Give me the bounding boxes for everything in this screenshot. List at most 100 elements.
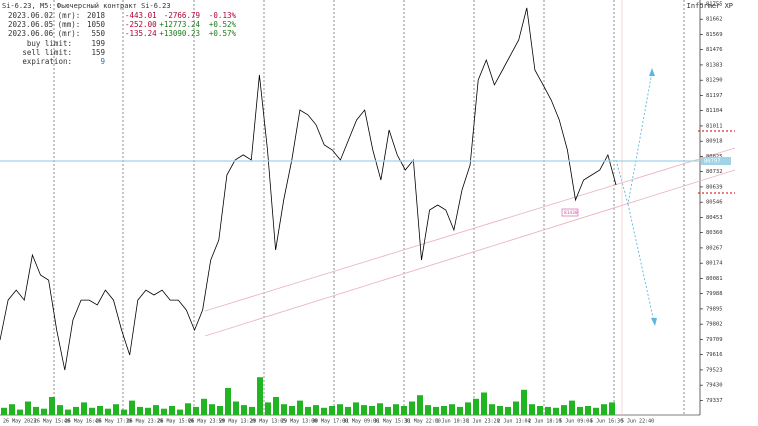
volume-bar (289, 406, 295, 415)
volume-bar (305, 406, 311, 415)
stat-cell: 2023.06.05 (mm): (8, 20, 80, 29)
x-tick-label: 26 May 2023 (3, 419, 36, 425)
y-tick-label: 80918 (706, 139, 723, 145)
volume-bar (481, 392, 487, 415)
y-tick-label: 80360 (706, 230, 723, 236)
stat-cell: 2018 (87, 11, 106, 20)
volume-bar (121, 409, 127, 415)
y-tick-label: 81197 (706, 93, 723, 99)
y-tick-label: 79802 (706, 322, 723, 328)
volume-bar (569, 400, 575, 415)
x-tick-label: 2 Jun 13:04 (497, 419, 530, 425)
volume-bar (561, 405, 567, 415)
y-tick-label: 79895 (706, 306, 723, 312)
limit-cell: sell limit: (22, 48, 72, 57)
volume-bar (41, 408, 47, 415)
stat-cell: -135.24 (125, 29, 157, 38)
volume-bar (129, 400, 135, 415)
arrow-head (649, 68, 655, 76)
channel-line (204, 147, 736, 312)
y-tick-label: 81569 (706, 32, 723, 38)
price-line (0, 7, 617, 371)
y-tick-label: 80267 (706, 245, 723, 251)
x-tick-label: 26 May 23:20 (127, 419, 163, 425)
volume-bar (449, 404, 455, 415)
volume-bar (545, 406, 551, 415)
limit-cell: expiration: (22, 57, 72, 66)
chart-title: Si-6.23, M5: Фьючерсный контракт Si-6.23 (2, 2, 171, 10)
volume-bar (249, 406, 255, 415)
volume-bar (65, 409, 71, 415)
y-tick-label: 79709 (706, 337, 723, 343)
volume-bar (265, 402, 271, 415)
volume-bar (505, 406, 511, 415)
volume-bar (385, 406, 391, 415)
volume-bar (457, 406, 463, 415)
volume-bar (601, 404, 607, 415)
x-tick-label: 5 Jun 09:04 (559, 419, 592, 425)
volume-bar (313, 405, 319, 415)
volume-bar (497, 406, 503, 415)
volume-bar (513, 401, 519, 415)
marker-label: 81430 (564, 210, 578, 216)
volume-bar (153, 405, 159, 415)
y-tick-label: 80453 (706, 215, 723, 221)
x-tick-label: 31 May 22:00 (405, 419, 441, 425)
y-tick-label: 80732 (706, 169, 723, 175)
volume-bar (329, 406, 335, 415)
stat-cell: 2023.06.02 (mr): (8, 11, 80, 20)
volume-bar (145, 407, 151, 415)
x-tick-label: 26 May 17:30 (96, 419, 132, 425)
volume-bar (161, 408, 167, 415)
volume-bar (17, 409, 23, 415)
x-tick-label: 29 May 13:00 (281, 419, 317, 425)
volume-bar (537, 406, 543, 415)
informer-label: Informer XP (687, 2, 733, 10)
arrow-head (651, 318, 657, 326)
y-tick-label: 81755 (706, 1, 723, 7)
volume-bar (337, 404, 343, 415)
stat-cell: 1050 (87, 20, 106, 29)
volume-bar (201, 398, 207, 415)
stat-cell: -443.01 (125, 11, 157, 20)
volume-bar (425, 405, 431, 415)
volume-bar (409, 401, 415, 415)
volume-bar (209, 404, 215, 415)
y-tick-label: 81104 (706, 108, 723, 114)
volume-bar (441, 406, 447, 415)
forecast-arrow (627, 203, 655, 323)
y-tick-label: 81290 (706, 78, 723, 84)
stat-cell: -0.13% (209, 11, 237, 20)
x-tick-label: 29 May 13:20 (219, 419, 255, 425)
volume-bar (89, 407, 95, 415)
y-tick-label: 79523 (706, 367, 723, 373)
volume-bar (169, 406, 175, 415)
marker-box (561, 208, 579, 217)
volume-bar (33, 406, 39, 415)
volume-bar (25, 401, 31, 415)
bid-tag (701, 157, 731, 166)
volume-bar (233, 401, 239, 415)
volume-bar (489, 404, 495, 415)
y-tick-label: 80174 (706, 261, 723, 267)
x-tick-label: 31 May 15:30 (374, 419, 410, 425)
x-tick-label: 26 May 16:40 (65, 419, 101, 425)
y-tick-label: 79616 (706, 352, 723, 358)
volume-bar (393, 404, 399, 415)
volume-bar (401, 406, 407, 415)
x-tick-label: 30 May 17:00 (312, 419, 348, 425)
stat-cell: +12773.24 (159, 20, 200, 29)
limit-cell: buy limit: (27, 39, 72, 48)
volume-bar (297, 400, 303, 415)
volume-bar (417, 395, 423, 415)
stat-cell: 2023.06.06 (mr): (8, 29, 80, 38)
volume-bar (73, 406, 79, 415)
volume-bar (577, 406, 583, 415)
x-tick-label: 26 May 15:40 (34, 419, 70, 425)
x-tick-label: 1 Jun 23:20 (467, 419, 500, 425)
stat-cell: 550 (91, 29, 105, 38)
volume-bar (369, 406, 375, 415)
volume-bar (353, 402, 359, 415)
